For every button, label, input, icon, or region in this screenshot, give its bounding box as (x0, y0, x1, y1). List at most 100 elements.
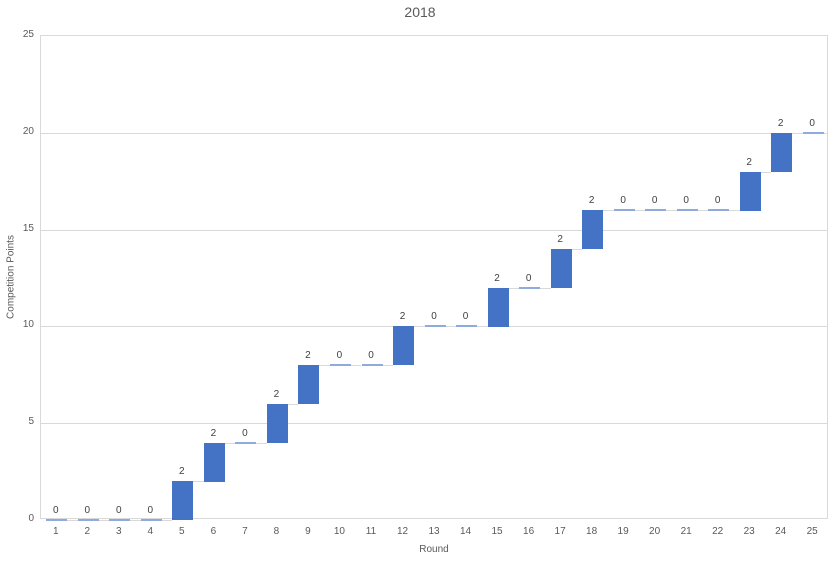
x-axis-title: Round (419, 544, 449, 555)
waterfall-connector (540, 288, 551, 289)
bar-value-label: 2 (588, 195, 595, 206)
zero-marker-round-20[interactable] (645, 209, 667, 211)
zero-marker-round-14[interactable] (456, 325, 477, 327)
x-tick-label: 13 (428, 526, 440, 537)
x-tick-label: 18 (586, 526, 598, 537)
waterfall-connector (350, 365, 362, 366)
bar-value-label: 0 (620, 195, 626, 206)
zero-marker-round-1[interactable] (46, 519, 68, 521)
gridline (41, 423, 827, 424)
waterfall-connector (98, 520, 110, 521)
x-tick-label: 5 (179, 526, 185, 537)
plot-area (40, 35, 828, 521)
waterfall-connector (414, 326, 425, 327)
bar-round-6[interactable] (203, 443, 225, 482)
waterfall-connector (571, 249, 583, 250)
bar-value-label: 0 (84, 505, 91, 516)
bar-round-23[interactable] (739, 172, 761, 211)
x-tick-label: 21 (680, 526, 692, 537)
bar-round-12[interactable] (393, 326, 414, 365)
zero-marker-round-2[interactable] (77, 519, 99, 521)
x-tick-label: 17 (554, 526, 566, 537)
zero-marker-round-4[interactable] (140, 519, 162, 521)
bar-round-24[interactable] (771, 133, 793, 172)
bar-value-label: 2 (777, 118, 784, 129)
zero-marker-round-13[interactable] (424, 325, 446, 327)
bar-round-18[interactable] (582, 210, 604, 249)
zero-marker-round-22[interactable] (708, 209, 730, 211)
y-tick-label: 25 (22, 29, 34, 40)
waterfall-connector (319, 365, 330, 366)
bar-value-label: 2 (210, 428, 217, 439)
bar-value-label: 2 (746, 157, 752, 168)
bar-value-label: 0 (525, 273, 532, 284)
bar-value-label: 0 (368, 350, 374, 361)
gridline (41, 133, 827, 134)
x-tick-label: 1 (53, 526, 59, 537)
zero-marker-round-25[interactable] (802, 132, 824, 134)
zero-marker-round-3[interactable] (109, 519, 131, 521)
waterfall-connector (130, 520, 141, 521)
x-tick-label: 4 (147, 526, 154, 537)
bar-value-label: 0 (714, 195, 721, 206)
waterfall-connector (508, 288, 519, 289)
y-tick-label: 20 (22, 126, 34, 137)
bar-value-label: 2 (557, 234, 563, 245)
waterfall-connector (697, 210, 709, 211)
x-tick-label: 14 (459, 526, 472, 537)
x-tick-label: 7 (242, 526, 248, 537)
bar-value-label: 2 (494, 273, 500, 284)
bar-value-label: 2 (273, 389, 280, 400)
bar-value-label: 2 (399, 311, 406, 322)
x-tick-label: 9 (305, 526, 311, 537)
bar-value-label: 2 (179, 466, 185, 477)
bar-round-9[interactable] (298, 365, 320, 404)
bar-round-8[interactable] (266, 404, 288, 443)
waterfall-connector (161, 520, 173, 521)
gridline (41, 230, 827, 231)
zero-marker-round-16[interactable] (519, 287, 541, 289)
bar-round-5[interactable] (172, 481, 194, 520)
waterfall-connector (477, 326, 488, 327)
x-tick-label: 24 (775, 526, 787, 537)
x-tick-label: 15 (491, 526, 503, 537)
zero-marker-round-10[interactable] (329, 364, 351, 366)
bar-value-label: 0 (147, 505, 154, 516)
x-tick-label: 3 (116, 526, 122, 537)
waterfall-connector (729, 210, 740, 211)
x-tick-label: 19 (617, 526, 629, 537)
waterfall-connector (382, 365, 393, 366)
waterfall-connector (445, 326, 456, 327)
bar-round-17[interactable] (550, 249, 572, 288)
bar-value-label: 0 (809, 118, 815, 129)
x-tick-label: 22 (712, 526, 724, 537)
bar-value-label: 2 (305, 350, 311, 361)
x-tick-label: 6 (210, 526, 217, 537)
zero-marker-round-11[interactable] (361, 364, 383, 366)
y-tick-label: 15 (22, 223, 34, 234)
x-tick-label: 8 (273, 526, 280, 537)
bar-value-label: 0 (462, 311, 469, 322)
y-tick-label: 0 (28, 513, 34, 524)
x-tick-label: 20 (649, 526, 661, 537)
waterfall-connector (193, 481, 204, 482)
bar-value-label: 0 (431, 311, 437, 322)
x-tick-label: 10 (333, 526, 345, 537)
waterfall-connector (224, 443, 236, 444)
waterfall-connector (67, 520, 78, 521)
zero-marker-round-21[interactable] (676, 209, 698, 211)
bar-round-15[interactable] (487, 288, 509, 327)
bar-value-label: 0 (242, 428, 248, 439)
waterfall-connector (256, 443, 267, 444)
y-tick-label: 5 (28, 416, 34, 427)
zero-marker-round-19[interactable] (613, 209, 635, 211)
x-tick-label: 25 (806, 526, 818, 537)
bar-value-label: 0 (336, 350, 343, 361)
bar-value-label: 0 (53, 505, 59, 516)
bar-value-label: 0 (116, 505, 122, 516)
waterfall-connector (287, 404, 299, 405)
zero-marker-round-7[interactable] (235, 442, 257, 444)
bar-value-label: 0 (683, 195, 689, 206)
waterfall-connector (760, 172, 772, 173)
